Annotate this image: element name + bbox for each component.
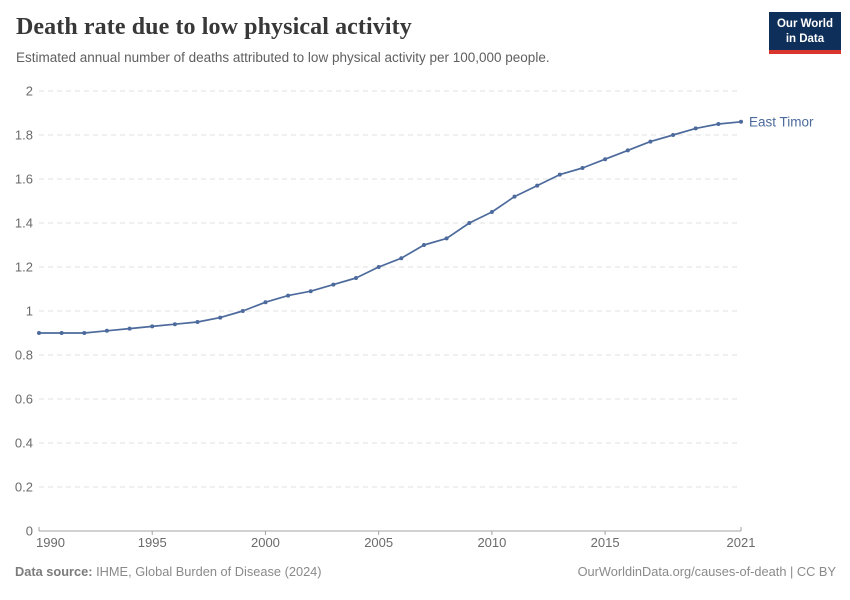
y-tick-label: 0.4 — [15, 436, 33, 451]
trend-line — [38, 120, 742, 334]
data-point — [467, 221, 472, 225]
data-point — [172, 322, 177, 327]
data-source-label: Data source: — [15, 564, 93, 579]
data-point — [671, 133, 676, 137]
chart-header: Death rate due to low physical activity … — [0, 0, 850, 80]
y-tick-label: 0.6 — [15, 392, 33, 407]
owid-logo-line1: Our World — [776, 18, 833, 30]
x-tick-label: 2000 — [251, 535, 280, 550]
data-point — [693, 126, 698, 131]
data-point — [127, 326, 132, 331]
chart-footer: Data source: IHME, Global Burden of Dise… — [0, 550, 850, 579]
data-point — [331, 282, 336, 287]
data-point — [195, 320, 200, 324]
y-tick-label: 2 — [26, 84, 33, 99]
data-point — [625, 148, 630, 153]
data-point — [376, 265, 381, 269]
data-point — [240, 309, 245, 313]
data-point — [399, 256, 404, 261]
x-tick-label: 2015 — [591, 535, 620, 550]
data-point — [59, 331, 64, 335]
data-point — [218, 315, 223, 320]
data-point — [557, 172, 562, 177]
data-point — [37, 331, 41, 335]
credit-license: | CC BY — [786, 564, 836, 579]
data-source-note: Data source: IHME, Global Burden of Dise… — [15, 564, 322, 579]
y-tick-label: 0.8 — [15, 348, 33, 363]
y-tick-label: 1.8 — [15, 128, 33, 143]
page-title: Death rate due to low physical activity — [16, 14, 412, 40]
y-tick-label: 1.2 — [15, 260, 33, 275]
data-point — [82, 331, 87, 335]
data-point — [308, 289, 313, 294]
data-point — [150, 324, 155, 329]
series-end-label: East Timor — [749, 114, 814, 129]
y-tick-label: 0.2 — [15, 480, 33, 495]
data-point — [354, 276, 358, 280]
data-point — [489, 210, 494, 214]
data-source-value: IHME, Global Burden of Disease (2024) — [92, 564, 322, 579]
data-point — [512, 194, 517, 199]
credit-note: OurWorldinData.org/causes-of-death | CC … — [578, 564, 836, 579]
x-tick-label: 2010 — [477, 535, 506, 550]
x-tick-label: 1995 — [138, 535, 167, 550]
y-tick-label: 1.4 — [15, 216, 33, 231]
chart-subtitle: Estimated annual number of deaths attrib… — [16, 50, 550, 65]
data-point — [444, 236, 449, 241]
credit-link[interactable]: OurWorldinData.org/causes-of-death — [577, 564, 787, 579]
y-tick-label: 1 — [26, 304, 33, 319]
data-point — [580, 166, 585, 170]
x-tick-label: 2005 — [364, 535, 393, 550]
x-tick-label: 2021 — [727, 535, 756, 550]
data-point — [286, 293, 291, 298]
y-tick-label: 0 — [26, 524, 33, 539]
y-tick-label: 1.6 — [15, 172, 33, 187]
data-point — [648, 139, 653, 144]
data-point — [104, 328, 109, 333]
owid-logo[interactable]: Our World in Data — [768, 12, 841, 54]
data-point — [603, 157, 608, 162]
data-point — [535, 183, 540, 188]
owid-logo-line2: in Data — [785, 32, 825, 45]
x-tick-label: 1990 — [36, 535, 65, 550]
data-point — [739, 119, 743, 124]
chart-svg: 0 0.2 0.4 0.6 0.8 1 1.2 1.4 1.6 1.8 2 1990 1995 2000 2… — [15, 84, 814, 551]
data-point — [422, 243, 426, 247]
data-point — [716, 122, 721, 126]
data-point — [263, 300, 268, 305]
